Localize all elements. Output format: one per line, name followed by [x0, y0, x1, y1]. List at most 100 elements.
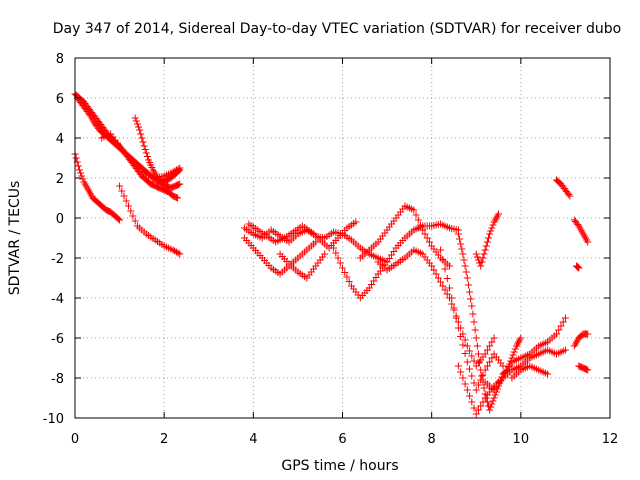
- data-point: [476, 358, 484, 366]
- data-point: [489, 397, 497, 405]
- data-point: [499, 362, 507, 370]
- data-point: [127, 207, 135, 215]
- data-point: [174, 249, 182, 257]
- data-point: [561, 314, 569, 322]
- data-point: [477, 366, 485, 374]
- data-point: [176, 180, 184, 188]
- data-point: [410, 206, 418, 214]
- data-point: [557, 322, 565, 330]
- data-point: [432, 270, 440, 278]
- data-point: [468, 302, 476, 310]
- data-point: [566, 192, 574, 200]
- y-tick-label: 2: [56, 172, 64, 187]
- data-point: [490, 334, 498, 342]
- data-point: [345, 278, 353, 285]
- data-point: [176, 250, 184, 258]
- data-point: [454, 318, 462, 326]
- data-point: [383, 258, 391, 266]
- data-point: [488, 338, 496, 346]
- data-point: [483, 346, 491, 354]
- data-point: [457, 333, 465, 340]
- data-point: [419, 226, 427, 234]
- y-tick-label: -8: [51, 372, 64, 387]
- data-point: [437, 246, 445, 254]
- x-tick-label: 2: [160, 432, 168, 447]
- y-tick-label: 4: [56, 132, 64, 147]
- data-point: [488, 400, 496, 408]
- data-point: [478, 372, 486, 380]
- data-point: [470, 379, 478, 387]
- data-point: [454, 324, 462, 332]
- data-point: [443, 290, 451, 298]
- x-tick-label: 4: [249, 432, 257, 447]
- data-point: [343, 273, 351, 281]
- data-point: [443, 275, 451, 282]
- data-point: [565, 191, 573, 198]
- data-point: [439, 282, 447, 290]
- data-point: [474, 381, 482, 389]
- data-point: [450, 304, 458, 312]
- ticks: 0 2 4 6 8 10 12 -10 -8 -6 -4 -2 0 2 4 6 8: [43, 52, 619, 447]
- data-point: [463, 386, 471, 394]
- data-point: [483, 238, 491, 246]
- data-point: [461, 380, 469, 388]
- data-point: [502, 367, 510, 375]
- y-tick-label: -6: [51, 332, 64, 347]
- data-point: [456, 235, 464, 243]
- data-point: [485, 234, 493, 242]
- data-point: [561, 346, 569, 354]
- data-point: [486, 406, 494, 414]
- data-point: [439, 256, 447, 263]
- data-point: [469, 310, 477, 318]
- data-point: [472, 386, 480, 394]
- data-point: [505, 363, 513, 371]
- data-point: [481, 246, 489, 254]
- data-point: [118, 187, 126, 195]
- data-point: [517, 334, 525, 342]
- data-point: [414, 216, 422, 224]
- x-tick-label: 10: [513, 432, 530, 447]
- data-point: [481, 350, 489, 358]
- data-point: [487, 403, 495, 411]
- data-point: [133, 120, 141, 128]
- chart-title: Day 347 of 2014, Sidereal Day-to-day VTE…: [53, 21, 621, 37]
- data-point: [488, 354, 496, 362]
- data-point: [75, 166, 83, 174]
- data-point: [555, 326, 563, 334]
- data-point: [120, 192, 128, 200]
- data-point: [425, 238, 433, 246]
- data-point: [131, 217, 139, 225]
- data-point: [495, 210, 503, 218]
- data-point: [479, 398, 487, 406]
- y-tick-label: 0: [56, 212, 64, 227]
- data-point: [446, 284, 453, 292]
- data-point: [483, 362, 491, 370]
- data-point: [352, 218, 360, 226]
- data-point: [461, 350, 469, 357]
- data-point: [461, 262, 469, 270]
- x-tick-label: 12: [602, 432, 619, 447]
- data-point: [138, 134, 146, 142]
- data-point: [473, 342, 481, 350]
- data-point: [474, 406, 482, 414]
- y-axis-label: SDTVAR / TECUs: [7, 181, 23, 296]
- data-point: [467, 295, 475, 303]
- y-tick-label: 6: [56, 92, 64, 107]
- x-axis-label: GPS time / hours: [281, 458, 398, 474]
- data-point: [464, 281, 472, 289]
- data-point: [466, 365, 474, 373]
- data-point: [474, 350, 482, 358]
- data-point: [459, 374, 467, 382]
- data-point: [430, 266, 438, 274]
- data-point: [441, 286, 449, 294]
- data-point: [462, 268, 470, 276]
- data-point: [312, 238, 320, 246]
- data-point: [116, 216, 124, 224]
- data-point: [477, 262, 485, 270]
- data-point: [332, 249, 340, 257]
- data-point: [480, 250, 488, 258]
- y-tick-label: -10: [43, 412, 64, 427]
- data-point: [459, 250, 467, 258]
- data-point: [487, 227, 495, 235]
